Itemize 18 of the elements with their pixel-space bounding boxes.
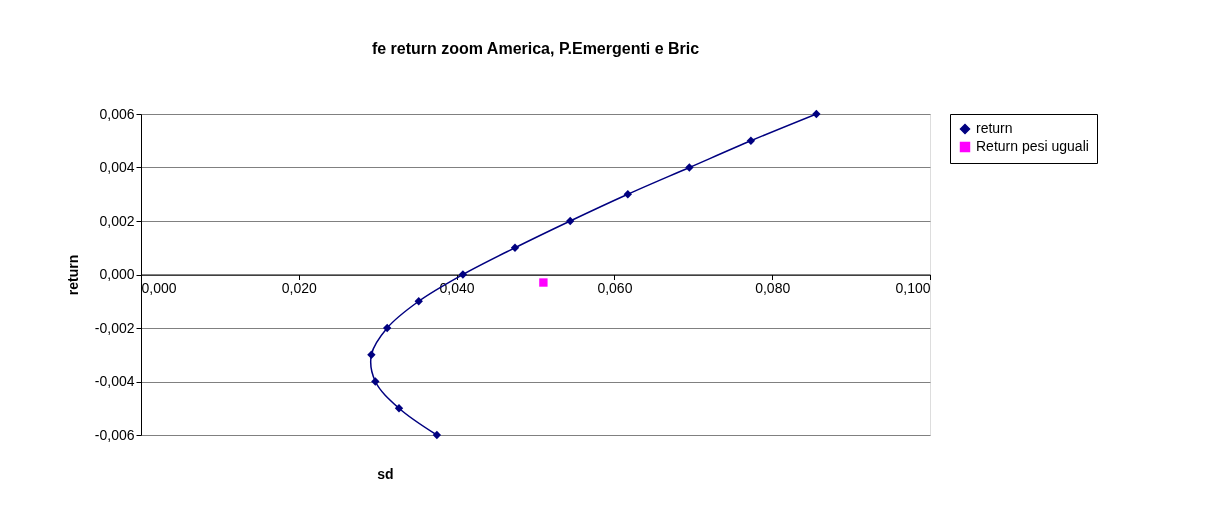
x-tick-label: 0,020 — [281, 280, 318, 296]
x-tick-label: 0,000 — [141, 280, 177, 296]
y-axis-title: return — [64, 254, 81, 296]
x-tick-label: 0,100 — [895, 280, 931, 296]
x-tick-label: 0,040 — [439, 280, 475, 296]
y-tick-label: 0,002 — [99, 212, 135, 229]
legend-label: return — [976, 120, 1013, 136]
y-tick-label: -0,002 — [94, 319, 135, 336]
y-tick-label: 0,004 — [99, 159, 135, 175]
x-axis-title: sd — [377, 466, 394, 482]
y-tick-label: -0,004 — [94, 373, 135, 389]
x-tick-label: 0,060 — [597, 280, 633, 296]
y-tick-label: 0,006 — [99, 105, 135, 122]
chart-title: fe return zoom America, P.Emergenti e Bric — [371, 40, 700, 57]
y-tick-label: 0,000 — [99, 266, 135, 282]
x-tick-label: 0,080 — [755, 280, 791, 296]
y-tick-label: -0,006 — [94, 426, 135, 443]
legend-label: Return pesi uguali — [976, 138, 1089, 154]
